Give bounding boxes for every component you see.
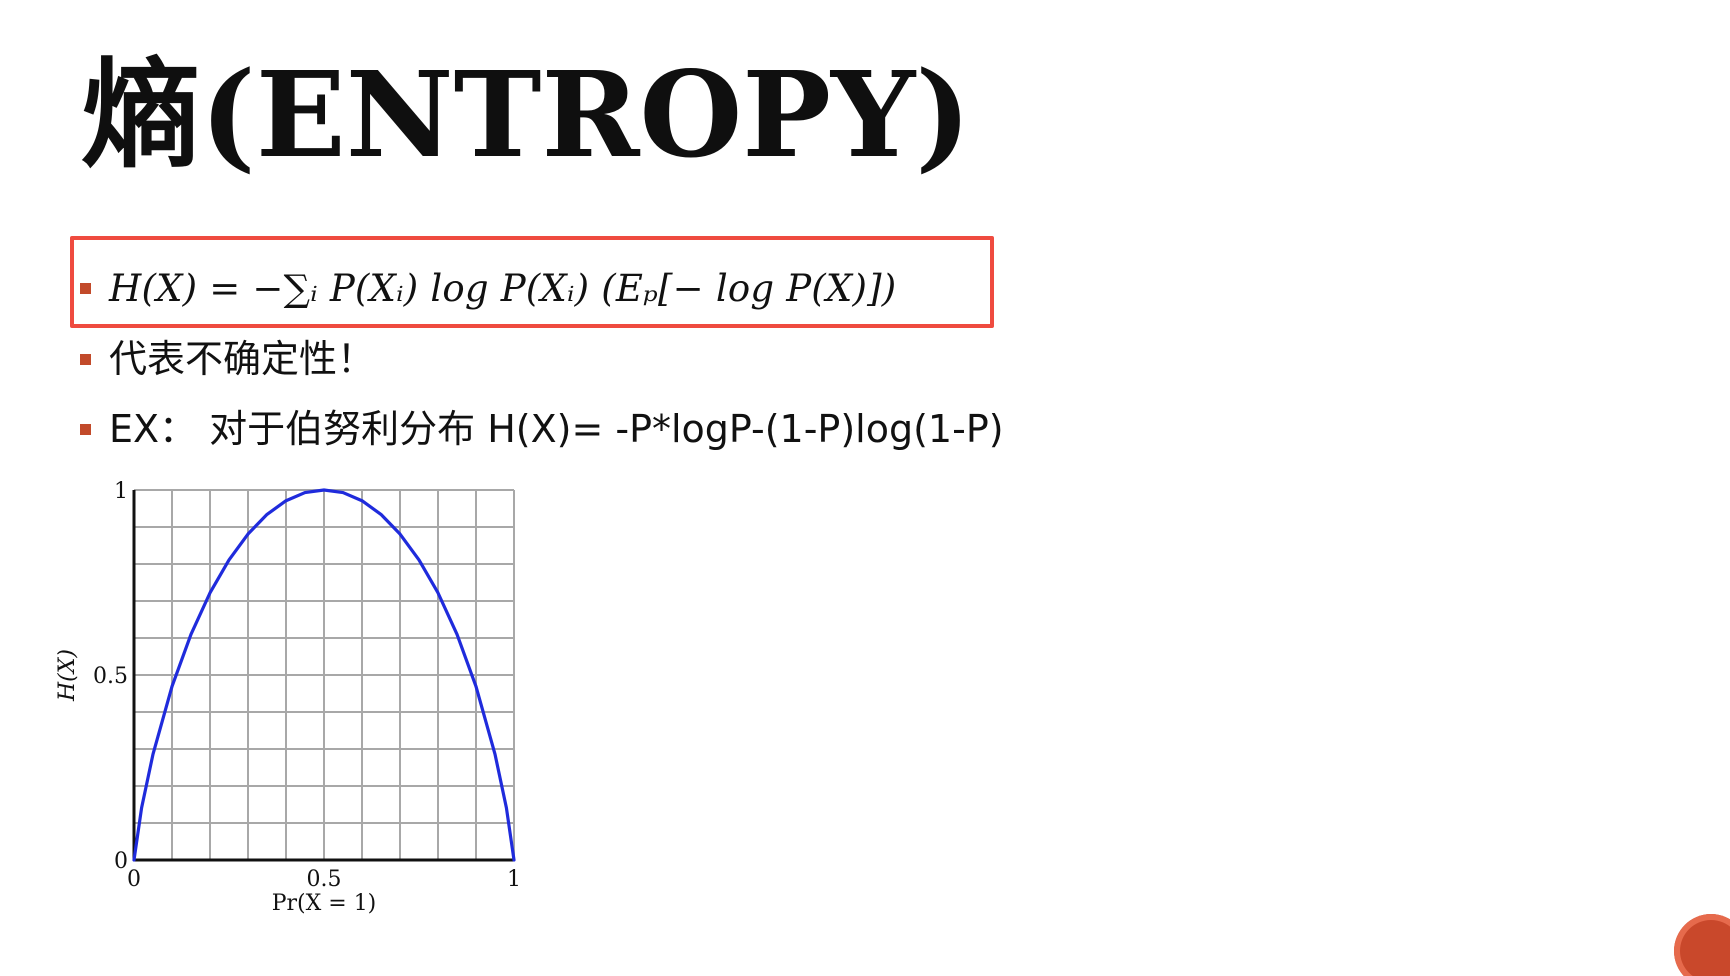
uncertainty-text: 代表不确定性！ <box>109 337 376 381</box>
chart-axes <box>132 490 514 862</box>
orange-circle-icon <box>1674 914 1730 976</box>
bullet-square-icon <box>80 283 91 294</box>
entropy-chart-svg: 1 0.5 0 0 0.5 1 Pr(X = 1) H(X) <box>55 479 521 916</box>
bullet-formula: H(X) = −∑ᵢ P(Xᵢ) log P(Xᵢ) (Eₚ[− log P(X… <box>80 270 896 307</box>
bernoulli-example-text: EX： 对于伯努利分布 H(X)= -P*logP-(1-P)log(1-P) <box>109 407 1004 451</box>
y-tick-label-0: 0 <box>114 849 128 874</box>
bullet-uncertainty: 代表不确定性！ <box>80 340 375 378</box>
bullet-example: EX： 对于伯努利分布 H(X)= -P*logP-(1-P)log(1-P) <box>80 410 1004 448</box>
y-tick-label-1: 1 <box>114 479 128 504</box>
x-axis-label: Pr(X = 1) <box>272 891 377 916</box>
slide-title: 熵(ENTROPY) <box>82 45 972 184</box>
bullet-square-icon <box>80 423 91 435</box>
entropy-chart: 1 0.5 0 0 0.5 1 Pr(X = 1) H(X) <box>50 470 570 940</box>
y-axis-label: H(X) <box>55 649 80 702</box>
x-tick-label-1: 1 <box>507 867 521 892</box>
formula-highlight-box <box>70 236 994 328</box>
chart-grid <box>133 489 515 861</box>
entropy-curve <box>132 488 516 862</box>
y-tick-label-05: 0.5 <box>93 664 128 689</box>
entropy-formula: H(X) = −∑ᵢ P(Xᵢ) log P(Xᵢ) (Eₚ[− log P(X… <box>109 267 897 310</box>
bullet-square-icon <box>80 353 91 365</box>
x-tick-label-05: 0.5 <box>307 867 342 892</box>
x-tick-label-0: 0 <box>127 867 141 892</box>
